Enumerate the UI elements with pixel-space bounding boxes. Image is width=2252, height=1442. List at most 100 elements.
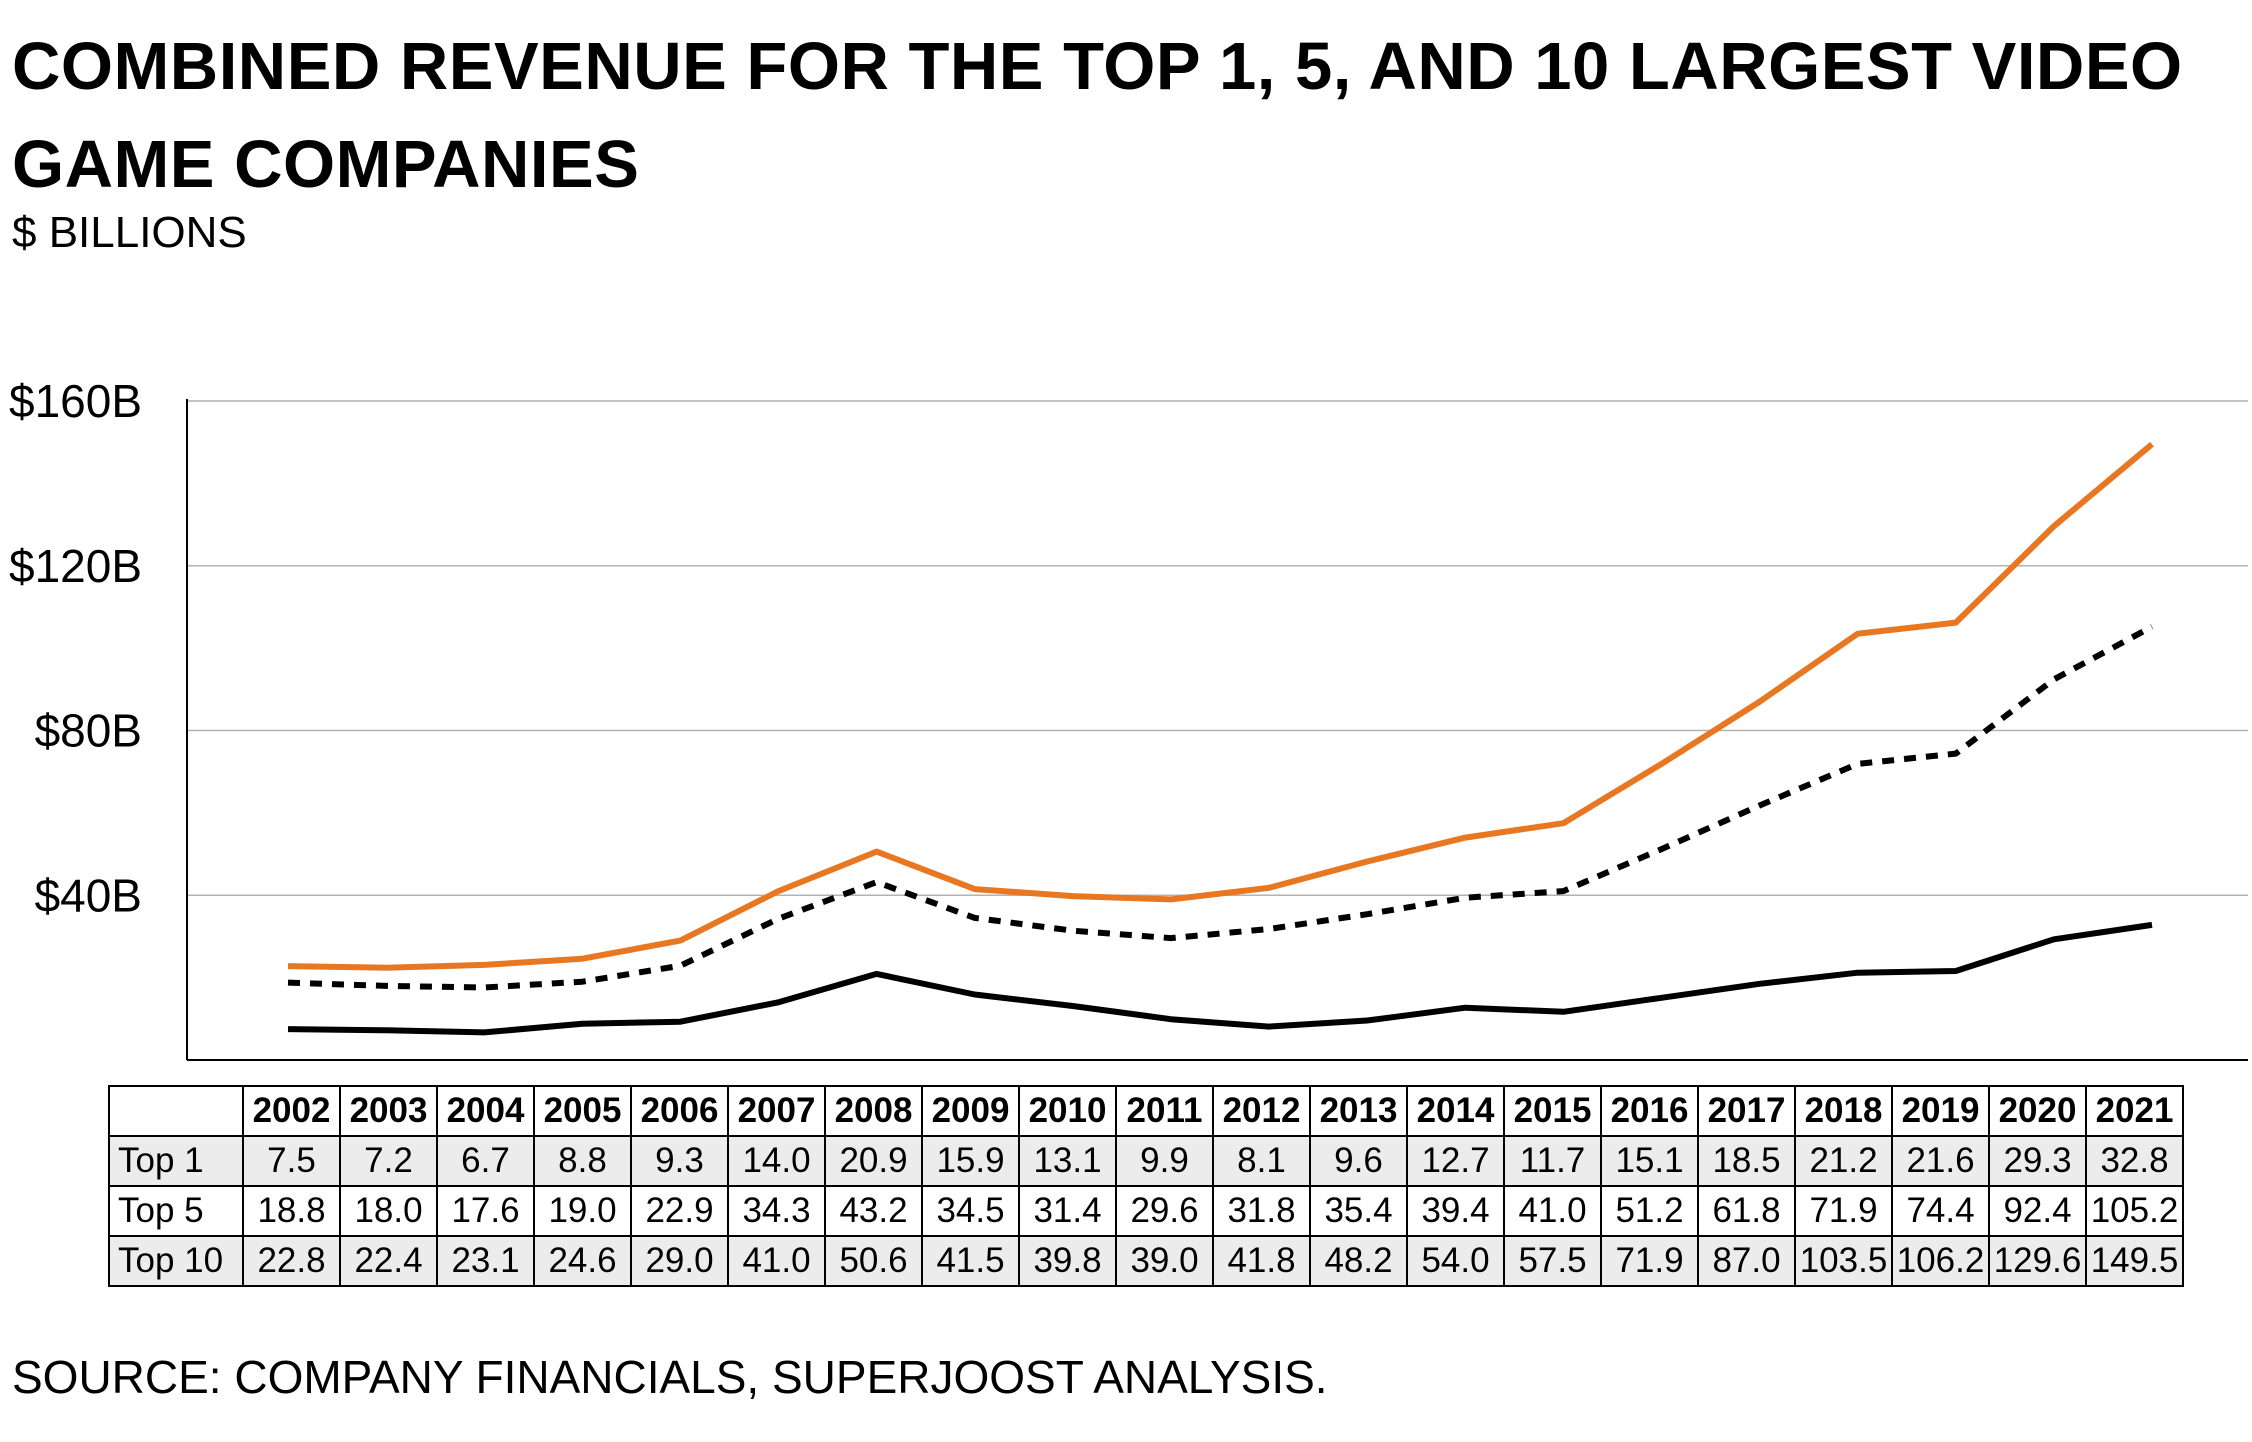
table-cell: 41.5 (921, 1235, 1020, 1287)
table-cell: 92.4 (1988, 1185, 2087, 1237)
table-cell: 39.0 (1115, 1235, 1214, 1287)
table-cell: 14.0 (727, 1135, 826, 1187)
table-year-header: 2020 (1988, 1085, 2087, 1137)
table-cell: 29.0 (630, 1235, 729, 1287)
table-year-header: 2003 (339, 1085, 438, 1137)
table-cell: 106.2 (1891, 1235, 1990, 1287)
table-cell: 105.2 (2085, 1185, 2184, 1237)
table-cell: 71.9 (1600, 1235, 1699, 1287)
series-line-top-10 (287, 441, 2154, 971)
table-cell: 41.8 (1212, 1235, 1311, 1287)
table-cell: 9.3 (630, 1135, 729, 1187)
table-corner-cell (108, 1085, 244, 1137)
table-cell: 57.5 (1503, 1235, 1602, 1287)
table-cell: 43.2 (824, 1185, 923, 1237)
table-row: Top 1 7.5 7.2 6.7 8.8 9.3 14.0 20.9 15.9 13.1 9.9 8… (108, 1135, 2184, 1187)
table-year-header: 2021 (2085, 1085, 2184, 1137)
table-cell: 41.0 (1503, 1185, 1602, 1237)
table-cell: 21.2 (1794, 1135, 1893, 1187)
table-cell: 18.8 (242, 1185, 341, 1237)
table-cell: 22.9 (630, 1185, 729, 1237)
series-line-top-1 (287, 921, 2153, 1036)
table-cell: 39.4 (1406, 1185, 1505, 1237)
source-note: SOURCE: COMPANY FINANCIALS, SUPERJOOST A… (12, 1351, 1328, 1403)
table-year-header: 2019 (1891, 1085, 1990, 1137)
table-cell: 61.8 (1697, 1185, 1796, 1237)
table-cell: 6.7 (436, 1135, 535, 1187)
table-cell: 8.8 (533, 1135, 632, 1187)
table-cell: 15.1 (1600, 1135, 1699, 1187)
chart-title: COMBINED REVENUE FOR THE TOP 1, 5, AND 1… (12, 29, 2183, 202)
table-header-row: 2002 2003 2004 2005 2006 2007 2008 2009 2010 2011… (108, 1085, 2184, 1137)
table-cell: 13.1 (1018, 1135, 1117, 1187)
table-year-header: 2007 (727, 1085, 826, 1137)
table-cell: 35.4 (1309, 1185, 1408, 1237)
table-year-header: 2012 (1212, 1085, 1311, 1137)
table-cell: 11.7 (1503, 1135, 1602, 1187)
table-cell: 149.5 (2085, 1235, 2184, 1287)
table-year-header: 2008 (824, 1085, 923, 1137)
y-tick-label: $40B (35, 869, 142, 921)
table-cell: 50.6 (824, 1235, 923, 1287)
table-cell: 19.0 (533, 1185, 632, 1237)
table-cell: 9.6 (1309, 1135, 1408, 1187)
table-cell: 21.6 (1891, 1135, 1990, 1187)
table-cell: 32.8 (2085, 1135, 2184, 1187)
y-tick-label: $120B (9, 540, 142, 592)
table-cell: 29.6 (1115, 1185, 1214, 1237)
table-cell: 24.6 (533, 1235, 632, 1287)
table-cell: 29.3 (1988, 1135, 2087, 1187)
table-cell: 31.4 (1018, 1185, 1117, 1237)
table-year-header: 2018 (1794, 1085, 1893, 1137)
table-year-header: 2005 (533, 1085, 632, 1137)
table-row-label: Top 1 (108, 1135, 244, 1187)
table-year-header: 2017 (1697, 1085, 1796, 1137)
table-row: Top 10 22.8 22.4 23.1 24.6 29.0 41.0 50.6 41.5 39… (108, 1235, 2184, 1287)
table-cell: 54.0 (1406, 1235, 1505, 1287)
table-cell: 31.8 (1212, 1185, 1311, 1237)
table-year-header: 2009 (921, 1085, 1020, 1137)
chart-subtitle: $ BILLIONS (12, 208, 247, 257)
y-tick-label: $160B (9, 375, 142, 427)
table-cell: 15.9 (921, 1135, 1020, 1187)
table-cell: 22.8 (242, 1235, 341, 1287)
table-year-header: 2013 (1309, 1085, 1408, 1137)
table-cell: 41.0 (727, 1235, 826, 1287)
table-row-label: Top 10 (108, 1235, 244, 1287)
table-cell: 22.4 (339, 1235, 438, 1287)
table-cell: 20.9 (824, 1135, 923, 1187)
data-table: 2002 2003 2004 2005 2006 2007 2008 2009 2010 2011… (108, 1085, 2184, 1287)
y-tick-label: $80B (35, 705, 142, 757)
table-cell: 18.5 (1697, 1135, 1796, 1187)
table-year-header: 2015 (1503, 1085, 1602, 1137)
table-cell: 74.4 (1891, 1185, 1990, 1237)
table-row: Top 5 18.8 18.0 17.6 19.0 22.9 34.3 43.2 34.5 31.… (108, 1185, 2184, 1237)
table-cell: 39.8 (1018, 1235, 1117, 1287)
table-year-header: 2006 (630, 1085, 729, 1137)
table-cell: 7.2 (339, 1135, 438, 1187)
table-cell: 7.5 (242, 1135, 341, 1187)
table-cell: 8.1 (1212, 1135, 1311, 1187)
table-year-header: 2016 (1600, 1085, 1699, 1137)
table-cell: 34.3 (727, 1185, 826, 1237)
table-cell: 9.9 (1115, 1135, 1214, 1187)
table-cell: 51.2 (1600, 1185, 1699, 1237)
table-year-header: 2004 (436, 1085, 535, 1137)
table-cell: 129.6 (1988, 1235, 2087, 1287)
table-cell: 71.9 (1794, 1185, 1893, 1237)
table-cell: 87.0 (1697, 1235, 1796, 1287)
table-year-header: 2010 (1018, 1085, 1117, 1137)
table-cell: 23.1 (436, 1235, 535, 1287)
table-year-header: 2002 (242, 1085, 341, 1137)
table-year-header: 2014 (1406, 1085, 1505, 1137)
series-line-top-5 (287, 624, 2154, 991)
table-cell: 12.7 (1406, 1135, 1505, 1187)
table-row-label: Top 5 (108, 1185, 244, 1237)
table-cell: 18.0 (339, 1185, 438, 1237)
table-cell: 103.5 (1794, 1235, 1893, 1287)
table-cell: 17.6 (436, 1185, 535, 1237)
table-cell: 48.2 (1309, 1235, 1408, 1287)
table-year-header: 2011 (1115, 1085, 1214, 1137)
table-cell: 34.5 (921, 1185, 1020, 1237)
